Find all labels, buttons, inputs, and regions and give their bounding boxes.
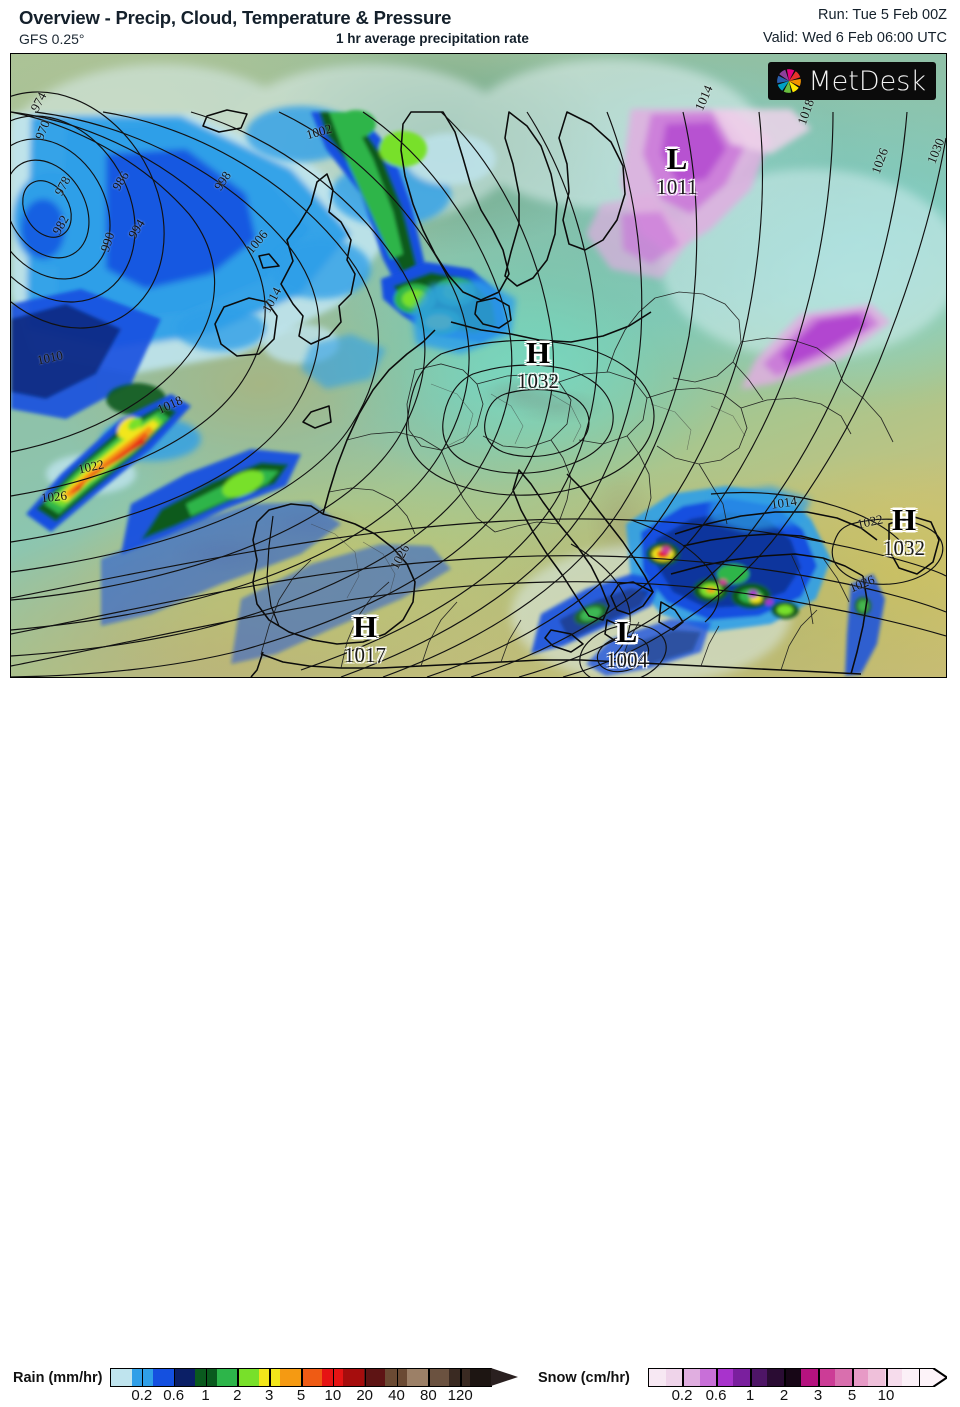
colorbar-segment [665,1369,683,1386]
colorbar-segment [111,1369,133,1386]
colorbar-tick [852,1368,854,1387]
map-canvas: 974 970 978 982 986 990 994 998 1002 1006 1010 1014… [11,54,946,677]
colorbar-segment [279,1369,301,1386]
colorbar-tick [716,1368,718,1387]
colorbar-segment [649,1369,666,1386]
colorbar-segment [406,1369,428,1386]
colorbar-tick [141,1368,144,1387]
colorbar-segment [469,1369,491,1386]
colorbar-segment [237,1369,259,1386]
legend-tick-label: 5 [847,1387,857,1404]
snow-field-scandinavia [586,109,811,279]
colorbar-tick [205,1368,208,1387]
snow-field-baltic [741,304,891,389]
colorbar-tick [173,1368,176,1387]
run-timestamp: Run: Tue 5 Feb 00Z [818,7,947,23]
colorbar-segment [682,1369,700,1386]
precip-layer-northsea [301,110,516,389]
rain-colorbar[interactable] [110,1368,520,1387]
colorbar-tick [886,1368,888,1387]
colorbar-segment [800,1369,818,1386]
page-title: Overview - Precip, Cloud, Temperature & … [19,7,452,28]
colorbar-segment [699,1369,717,1386]
colorbar-tick [269,1368,271,1387]
colorbar-segment [427,1369,449,1386]
legend-tick-label: 2 [779,1387,789,1404]
colorbar-tick [682,1368,684,1387]
map-overlay-layer [11,59,946,677]
rain-legend-label: Rain (mm/hr) [13,1370,103,1386]
colorbar-tick [332,1368,335,1387]
snow-tick-labels: 0.2 0.6 1 2 3 5 10 [0,1387,960,1407]
colorbar-tick [460,1368,462,1387]
colorbar-segment [300,1369,323,1386]
colorbar-tick [818,1368,820,1387]
precip-core-iberia [26,394,191,532]
snow-legend-label: Snow (cm/hr) [538,1370,630,1386]
colorbar-segment [885,1369,903,1386]
colorbar-segment [902,1369,919,1386]
chart-header: Overview - Precip, Cloud, Temperature & … [0,0,960,53]
precip-band-biscay [101,449,451,664]
subregion-border-layer [310,383,746,599]
colorbar-segment [834,1369,852,1386]
colorbar-segment [733,1369,751,1386]
colorbar-segment [364,1369,386,1386]
colorbar-tick [784,1368,786,1387]
colorbar-segment [343,1369,365,1386]
isobar-layer [11,91,946,677]
legend-tick-label: 0.6 [705,1387,727,1404]
legend-tick-label: 0.2 [671,1387,693,1404]
colorbar-segment [716,1369,734,1386]
legend-tick-label: 10 [877,1387,895,1404]
rain-colorbar-arrow [491,1368,518,1386]
pinwheel-icon [774,66,804,96]
colorbar-tick [428,1368,430,1387]
legend-tick-label: 1 [745,1387,755,1404]
metdesk-wordmark: MetDesk [808,65,926,97]
valid-timestamp: Valid: Wed 6 Feb 06:00 UTC [762,30,947,46]
snow-colorbar-arrow [919,1368,947,1387]
colorbar-tick [237,1368,239,1387]
metdesk-logo[interactable]: MetDesk [768,62,936,100]
colorbar-segment [174,1369,196,1386]
colorbar-segment [851,1369,869,1386]
colorbar-segment [767,1369,784,1386]
colorbar-segment [868,1369,886,1386]
colorbar-segment [216,1369,238,1386]
colorbar-segment [750,1369,768,1386]
colorbar-segment [784,1369,801,1386]
legend: Rain (mm/hr) 0.2 0.6 1 2 3 5 10 20 40 80 120 Snow … [0,682,960,1404]
colorbar-segment [153,1369,175,1386]
snow-colorbar[interactable] [648,1368,948,1387]
colorbar-tick [301,1368,303,1387]
colorbar-tick [396,1368,399,1387]
weather-map[interactable]: 974 970 978 982 986 990 994 998 1002 1006 1010 1014… [10,53,947,678]
colorbar-segment [817,1369,835,1386]
precip-layer-atlantic [11,106,496,664]
model-label: GFS 0.25° [19,31,85,47]
field-caption: 1 hr average precipitation rate [336,31,529,46]
border-layer [260,291,894,671]
colorbar-tick [364,1368,367,1387]
legend-tick-label: 3 [813,1387,823,1404]
colorbar-tick [750,1368,752,1387]
